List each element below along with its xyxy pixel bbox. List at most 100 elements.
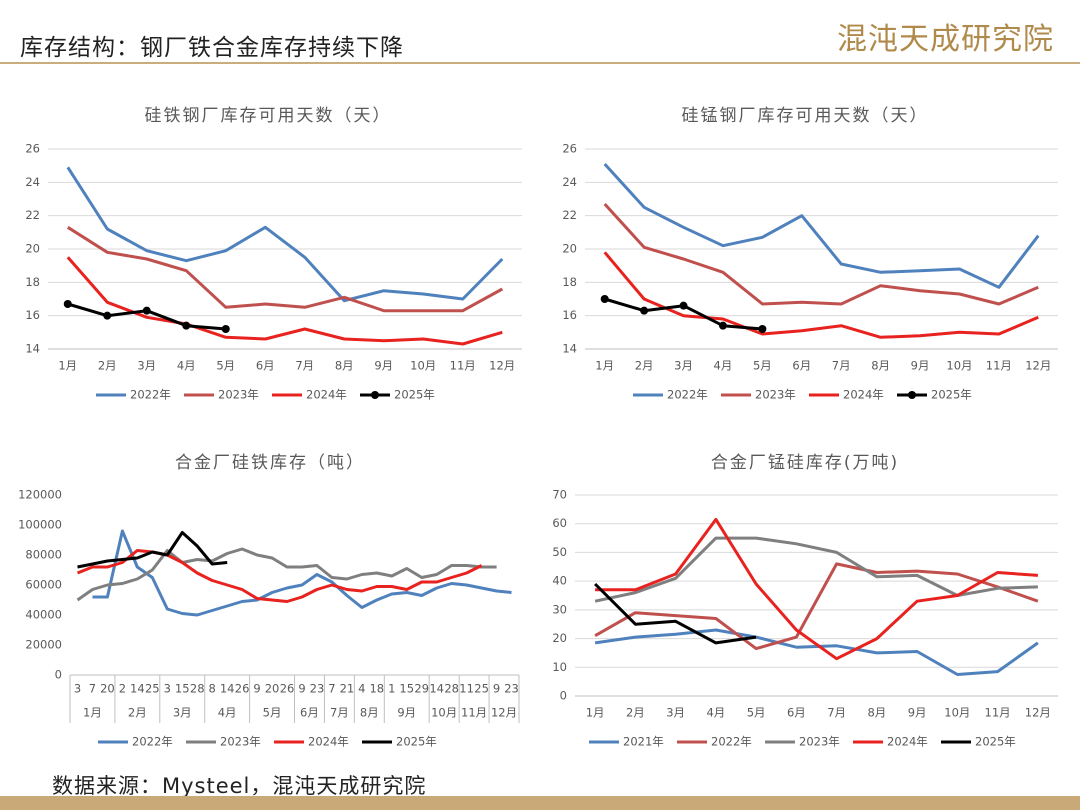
x-group-label: 2月 xyxy=(128,706,147,720)
series-line xyxy=(594,582,757,645)
series-line xyxy=(77,531,228,569)
x-tick-label: 7 xyxy=(89,682,96,696)
point xyxy=(758,325,767,333)
x-tick-label: 1 xyxy=(388,682,395,696)
y-tick-label: 20 xyxy=(562,242,577,256)
x-tick-label: 20 xyxy=(100,682,115,696)
y-tick-label: 16 xyxy=(562,308,577,322)
legend-label: 2025年 xyxy=(396,735,437,749)
point xyxy=(182,321,191,330)
x-tick-label: 7 xyxy=(328,682,335,696)
x-tick-label: 28 xyxy=(190,682,205,696)
x-group-label: 9月 xyxy=(397,706,416,720)
y-tick-label: 20000 xyxy=(25,638,62,652)
x-tick-label: 3月 xyxy=(137,359,156,373)
series-line xyxy=(594,562,1039,651)
x-tick-label: 1月 xyxy=(58,359,77,373)
legend-label: 2025年 xyxy=(394,388,435,402)
x-tick-label: 1月 xyxy=(586,706,605,720)
point xyxy=(600,295,609,303)
point xyxy=(640,306,649,315)
x-tick-label: 9月 xyxy=(374,359,393,373)
y-tick-label: 14 xyxy=(562,342,577,356)
series-line xyxy=(92,529,512,617)
x-tick-label: 23 xyxy=(504,682,519,696)
y-tick-label: 0 xyxy=(55,668,62,682)
point xyxy=(679,301,688,310)
legend-label: 2022年 xyxy=(130,388,171,402)
y-tick-label: 18 xyxy=(562,275,577,289)
chart-title: 合金厂锰硅库存(万吨) xyxy=(711,453,899,473)
chart-title: 合金厂硅铁库存（吨） xyxy=(175,453,365,473)
x-tick-label: 11月 xyxy=(450,359,476,373)
point xyxy=(103,311,112,320)
x-group-label: 11月 xyxy=(461,706,487,720)
x-tick-label: 7月 xyxy=(832,359,851,373)
x-tick-label: 25 xyxy=(145,682,160,696)
y-tick-label: 80000 xyxy=(25,548,62,562)
legend-label: 2022年 xyxy=(667,388,708,402)
x-group-label: 5月 xyxy=(263,706,282,720)
y-tick-label: 60000 xyxy=(25,578,62,592)
x-tick-label: 20 xyxy=(265,682,280,696)
x-group-label: 1月 xyxy=(83,706,102,720)
legend-label: 2024年 xyxy=(306,388,347,402)
x-tick-label: 14 xyxy=(130,682,145,696)
y-tick-label: 120000 xyxy=(18,488,62,502)
legend-label: 2023年 xyxy=(220,735,261,749)
x-tick-label: 5月 xyxy=(753,359,772,373)
y-tick-label: 100000 xyxy=(18,518,62,532)
x-tick-label: 15 xyxy=(175,682,190,696)
x-tick-label: 9月 xyxy=(911,359,930,373)
x-tick-label: 4月 xyxy=(706,706,725,720)
x-tick-label: 11 xyxy=(459,682,474,696)
series-line xyxy=(603,202,1039,306)
x-group-label: 8月 xyxy=(360,706,379,720)
legend-label: 2024年 xyxy=(843,388,884,402)
y-tick-label: 18 xyxy=(25,275,40,289)
series-line xyxy=(76,547,497,602)
source-note: 数据来源：Mysteel，混沌天成研究院 xyxy=(52,774,427,798)
y-tick-label: 26 xyxy=(25,142,40,156)
x-tick-label: 3 xyxy=(74,682,81,696)
x-tick-label: 9 xyxy=(298,682,305,696)
point xyxy=(718,321,727,330)
x-tick-label: 4月 xyxy=(177,359,196,373)
x-tick-label: 3月 xyxy=(666,706,685,720)
legend-label: 2025年 xyxy=(931,388,972,402)
y-tick-label: 22 xyxy=(562,208,577,222)
x-tick-label: 18 xyxy=(369,682,384,696)
y-tick-label: 20 xyxy=(25,242,40,256)
x-group-label: 4月 xyxy=(218,706,237,720)
x-tick-label: 8月 xyxy=(871,359,890,373)
x-tick-label: 26 xyxy=(280,682,295,696)
x-tick-label: 4 xyxy=(358,682,365,696)
x-group-label: 10月 xyxy=(431,706,457,720)
y-tick-label: 24 xyxy=(25,175,40,189)
x-tick-label: 12月 xyxy=(489,359,515,373)
x-tick-label: 2月 xyxy=(635,359,654,373)
legend-label: 2022年 xyxy=(711,735,752,749)
series-line xyxy=(66,226,504,313)
x-tick-label: 15 xyxy=(399,682,414,696)
series-line xyxy=(66,166,504,303)
y-tick-label: 14 xyxy=(25,342,40,356)
slide-title: 库存结构：钢厂铁合金库存持续下降 xyxy=(20,35,404,61)
y-tick-label: 0 xyxy=(560,689,567,703)
x-tick-label: 6月 xyxy=(256,359,275,373)
x-group-label: 3月 xyxy=(173,706,192,720)
x-tick-label: 10月 xyxy=(946,359,972,373)
x-tick-label: 12月 xyxy=(1025,706,1051,720)
point xyxy=(142,306,151,315)
x-group-label: 6月 xyxy=(300,706,319,720)
legend-marker xyxy=(371,391,379,399)
y-tick-label: 40 xyxy=(552,574,567,588)
x-tick-label: 3月 xyxy=(674,359,693,373)
series-line xyxy=(76,549,483,603)
y-tick-label: 70 xyxy=(552,488,567,502)
x-tick-label: 9月 xyxy=(908,706,927,720)
x-tick-label: 11月 xyxy=(985,706,1011,720)
legend-label: 2021年 xyxy=(623,735,664,749)
legend-label: 2022年 xyxy=(132,735,173,749)
legend-label: 2024年 xyxy=(887,735,928,749)
